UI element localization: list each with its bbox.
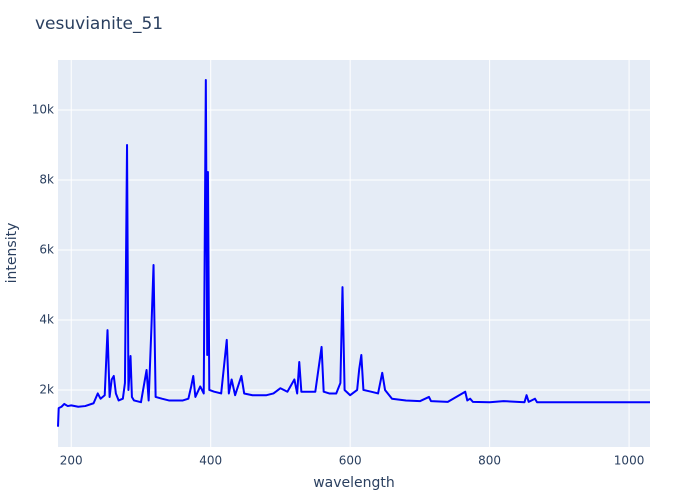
x-tick-label: 200	[60, 454, 83, 468]
x-tick-label: 800	[478, 454, 501, 468]
x-tick-label: 400	[199, 454, 222, 468]
x-tick-label: 1000	[614, 454, 645, 468]
y-tick-label: 6k	[39, 243, 54, 257]
y-tick-label: 10k	[32, 103, 54, 117]
line	[57, 79, 650, 427]
y-tick-label: 2k	[39, 382, 54, 396]
y-tick-label: 4k	[39, 312, 54, 326]
x-axis-title: wavelength	[313, 475, 395, 491]
plot-area	[58, 60, 650, 447]
x-tick-label: 600	[339, 454, 362, 468]
y-tick-label: 8k	[39, 173, 54, 187]
chart-title: vesuvianite_51	[35, 14, 163, 34]
y-axis-title: intensity	[4, 223, 20, 284]
